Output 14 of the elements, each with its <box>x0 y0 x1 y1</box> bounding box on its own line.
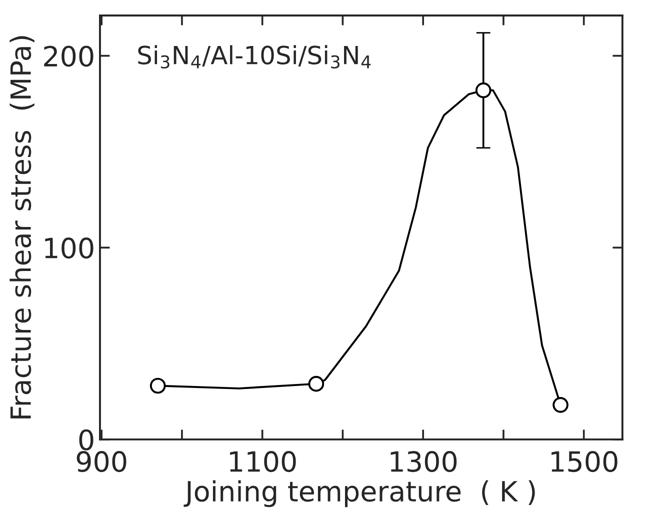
y-tick-label: 100 <box>45 238 94 259</box>
x-tick-label: 900 <box>76 451 126 472</box>
point <box>475 82 492 98</box>
x-tick-label: 1500 <box>552 451 618 472</box>
point <box>552 397 568 413</box>
annotation: Si$_{3}$N$_{4}$/Al-10Si/Si$_{3}$N$_{4}$ <box>138 45 371 69</box>
x-tick-label: 1100 <box>230 451 296 472</box>
point <box>308 376 324 392</box>
x-tick-label: 1300 <box>390 451 457 472</box>
x-axis-title: Joining temperature ( K ) <box>184 480 535 508</box>
y-axis-title: Fracture shear stress (MPa) <box>10 36 34 418</box>
y-tick-label: 200 <box>44 46 94 67</box>
y-tick-label: 0 <box>79 429 94 450</box>
point <box>150 378 166 394</box>
